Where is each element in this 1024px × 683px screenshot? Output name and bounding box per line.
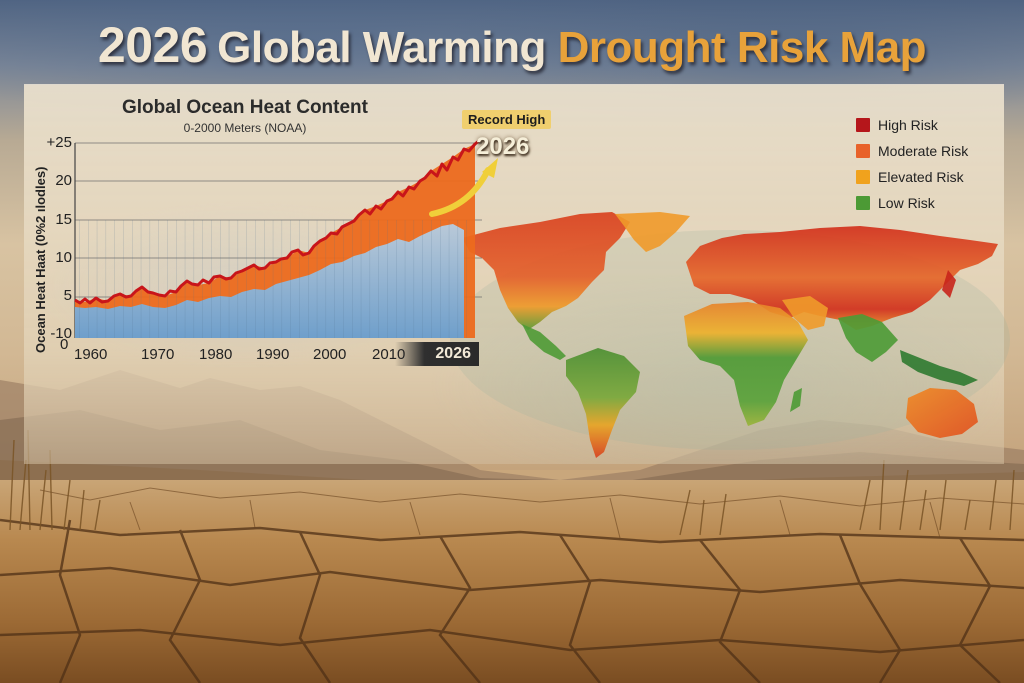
x-tick: 2000 [313,346,347,363]
x-tick-highlight: 2026 [395,342,479,366]
africa [684,302,808,426]
moderate-risk-swatch [856,144,870,158]
eurasia [686,226,998,330]
record-high-badge: Record High [462,110,552,129]
australia [906,388,978,438]
y-tick: -10 [50,325,72,342]
legend-item-elevated-risk: Elevated Risk [856,164,968,190]
risk-legend: High Risk Moderate Risk Elevated Risk Lo… [856,112,968,216]
annotation-arrow-icon [429,167,491,217]
legend-label: High Risk [878,117,938,133]
y-tick: 15 [55,211,72,228]
legend-label: Low Risk [878,195,935,211]
title-accent: Drought Risk Map [557,23,927,72]
y-tick: 20 [55,172,72,189]
y-tick: 10 [55,249,72,266]
high-risk-swatch [856,118,870,132]
legend-item-low-risk: Low Risk [856,190,968,216]
legend-label: Moderate Risk [878,143,969,159]
origin-label: 0 [60,336,69,353]
title-year: 2026 [97,17,208,73]
cracked-earth [0,487,1024,683]
y-tick: +25 [46,134,72,151]
chart-title: Global Ocean Heat Content [122,97,368,118]
legend-item-moderate-risk: Moderate Risk [856,138,968,164]
title-middle: Global Warming [217,23,546,72]
low-risk-swatch [856,196,870,210]
legend-item-high-risk: High Risk [856,112,968,138]
north-america [462,212,630,330]
x-tick: 1960 [74,346,108,363]
x-tick: 1980 [199,346,233,363]
chart-subtitle: 0-2000 Meters (NOAA) [183,121,307,135]
x-tick: 1990 [256,346,290,363]
page-title: 2026 Global Warming Drought Risk Map [0,16,1024,74]
elevated-risk-swatch [856,170,870,184]
south-america [566,348,640,458]
y-tick: 5 [63,287,72,304]
ocean-heat-line [74,138,481,305]
record-year-label: 2026 [476,133,530,160]
legend-label: Elevated Risk [878,169,964,185]
x-tick: 1970 [141,346,175,363]
